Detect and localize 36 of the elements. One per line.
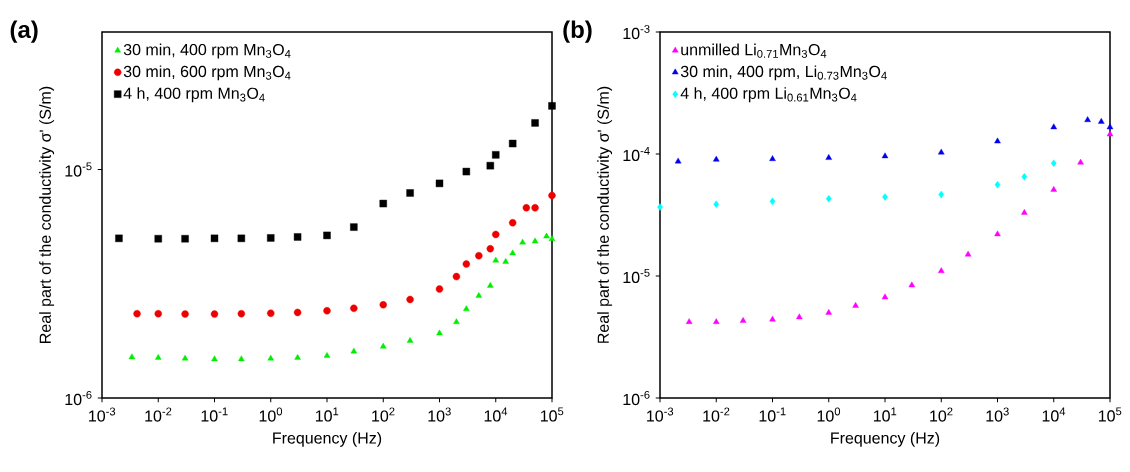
x-tick-label: 10$^{4}$ (484, 407, 508, 422)
x-tick-label: 10$^{-1}$ (201, 407, 228, 422)
legend-label: unmilled Li$_{0.71}$Mn$_{3}$O$_{4}$ (681, 43, 827, 58)
y-axis-title: Real part of the conductivity σ' (S/m) (39, 86, 55, 343)
x-axis-title: Frequency (Hz) (831, 431, 940, 447)
chart-title: (b) (563, 20, 592, 43)
x-tick-label: 10$^{0}$ (259, 407, 283, 422)
legend-label: 30 min, 400 rpm, Li$_{0.73}$Mn$_{3}$O$_{4}$ (680, 65, 887, 81)
y-tick-label: 10$^{-3}$ (623, 24, 650, 40)
x-tick-label: 10$^{-1}$ (759, 407, 786, 422)
y-tick-label: 10$^{-5}$ (623, 268, 650, 284)
x-tick-label: 10$^{4}$ (1042, 407, 1066, 422)
legend-label: 30 min, 600 rpm Mn$_{3}$O$_{4}$ (123, 65, 291, 81)
x-tick-label: 10$^{0}$ (817, 407, 841, 422)
x-tick-label: 10$^{-2}$ (703, 407, 730, 422)
x-tick-label: 10$^{3}$ (428, 407, 451, 422)
legend-label: 4 h, 400 rpm Mn$_{3}$O$_{4}$ (123, 87, 265, 103)
x-axis-title: Frequency (Hz) (273, 431, 382, 447)
x-tick-label: 10$^{-3}$ (647, 407, 674, 422)
x-tick-label: 10$^{5}$ (1098, 407, 1122, 422)
x-tick-label: 10$^{1}$ (315, 407, 339, 422)
y-tick-label: 10$^{-4}$ (623, 146, 650, 162)
y-tick-label: 10$^{-6}$ (623, 390, 650, 406)
x-tick-label: 10$^{5}$ (540, 407, 564, 422)
x-tick-label: 10$^{2}$ (372, 407, 395, 422)
chart-title: (a) (10, 20, 38, 43)
legend-label: 30 min, 400 rpm Mn$_{3}$O$_{4}$ (123, 43, 291, 59)
x-tick-label: 10$^{2}$ (930, 407, 953, 422)
x-tick-label: 10$^{3}$ (986, 407, 1009, 422)
x-tick-label: 10$^{-3}$ (89, 407, 116, 422)
x-tick-label: 10$^{1}$ (873, 407, 897, 422)
y-axis-title: Real part of the conductivity σ' (S/m) (597, 86, 613, 343)
y-tick-label: 10$^{-5}$ (65, 162, 92, 177)
x-tick-label: 10$^{-2}$ (145, 407, 172, 422)
y-tick-label: 10$^{-6}$ (65, 390, 92, 406)
legend-label: 4 h, 400 rpm Li$_{0.61}$Mn$_{3}$O$_{4}$ (680, 87, 857, 103)
